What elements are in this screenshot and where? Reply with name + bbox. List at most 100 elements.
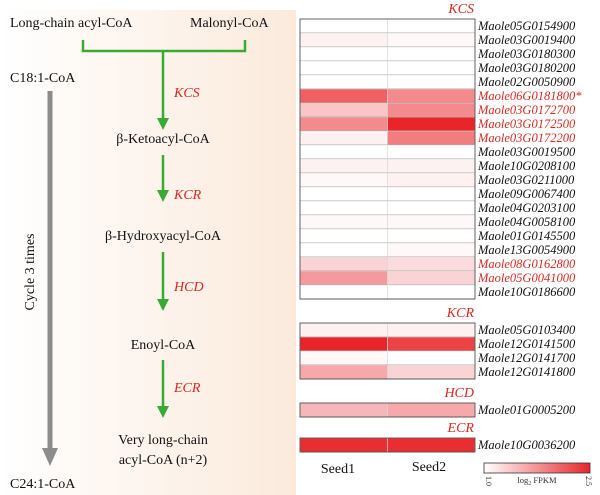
pathway: Long-chain acyl-CoA Malonyl-CoA KCS β-Ke… bbox=[10, 16, 269, 492]
heatmap-cell bbox=[387, 88, 476, 104]
heatmap-cell bbox=[299, 214, 388, 230]
gene-label: Maole04G0058100 bbox=[477, 215, 576, 229]
heatmap-cell bbox=[387, 46, 476, 62]
arrowhead-kcs bbox=[157, 118, 169, 130]
gene-label: Maole03G0019400 bbox=[477, 33, 576, 47]
heatmap-cell bbox=[387, 350, 476, 366]
colorbar-min-label: 1.0 bbox=[484, 476, 493, 486]
group-label-kcr: KCR bbox=[446, 306, 475, 321]
product-vlc-acyl-coa-line1: Very long-chain bbox=[118, 433, 208, 448]
gene-label: Maole03G0172500 bbox=[477, 117, 576, 131]
gene-label: Maole03G0172200 bbox=[477, 131, 576, 145]
group-border bbox=[299, 402, 476, 418]
end-c24-coa: C24:1-CoA bbox=[10, 477, 76, 492]
heatmap-cell bbox=[387, 32, 476, 48]
arrowhead-ecr bbox=[157, 406, 169, 418]
heatmap-cell bbox=[299, 256, 388, 272]
gene-label: Maole03G0172700 bbox=[477, 103, 576, 117]
heatmap-cell bbox=[299, 102, 388, 118]
heatmap-cell bbox=[387, 402, 476, 418]
gene-label: Maole05G0041000 bbox=[477, 271, 576, 285]
heatmap-cell bbox=[387, 256, 476, 272]
gene-label: Maole12G0141500 bbox=[477, 337, 576, 351]
gene-label: Maole04G0203100 bbox=[477, 201, 576, 215]
gene-label: Maole10G0186600 bbox=[477, 285, 576, 299]
heatmap-cell bbox=[299, 144, 388, 160]
heatmap-cell bbox=[299, 74, 388, 90]
group-label-ecr: ECR bbox=[447, 421, 475, 436]
heatmap-cell bbox=[299, 402, 388, 418]
heatmap-cell bbox=[387, 322, 476, 338]
enzyme-ecr: ECR bbox=[173, 381, 201, 396]
heatmap-cell bbox=[299, 172, 388, 188]
gene-label: Maole08G0162800 bbox=[477, 257, 576, 271]
heatmap-cell bbox=[387, 18, 476, 34]
heatmap-cell bbox=[299, 130, 388, 146]
heatmap-cell bbox=[299, 228, 388, 244]
heatmap-cell bbox=[387, 284, 476, 300]
gene-label: Maole06G0181800* bbox=[477, 89, 582, 103]
arrowhead-kcr bbox=[157, 190, 169, 202]
gene-label: Maole10G0208100 bbox=[477, 159, 576, 173]
heatmap-cell bbox=[299, 46, 388, 62]
heatmap-cell bbox=[299, 322, 388, 338]
heatmap-cell bbox=[387, 200, 476, 216]
heatmap-cell bbox=[299, 350, 388, 366]
heatmap-cell bbox=[387, 336, 476, 352]
heatmap-cell bbox=[299, 186, 388, 202]
gene-label: Maole05G0103400 bbox=[477, 323, 576, 337]
colorbar: 1.0 2.5 log2 FPKM bbox=[483, 462, 593, 487]
enzyme-hcd: HCD bbox=[173, 280, 204, 295]
heatmap-cell bbox=[299, 158, 388, 174]
product-hydroxyacyl-coa: β-Hydroxyacyl-CoA bbox=[105, 229, 222, 244]
substrate-malonyl-coa: Malonyl-CoA bbox=[190, 16, 269, 31]
gene-label: Maole03G0180200 bbox=[477, 61, 576, 75]
product-ketoacyl-coa: β-Ketoacyl-CoA bbox=[116, 132, 210, 147]
heatmap-cell bbox=[387, 102, 476, 118]
product-vlc-acyl-coa-line2: acyl-CoA (n+2) bbox=[119, 453, 208, 468]
gene-label: Maole05G0154900 bbox=[477, 19, 576, 33]
heatmap-cell bbox=[387, 270, 476, 286]
cycle-arrowhead bbox=[42, 448, 58, 466]
gene-label: Maole10G0036200 bbox=[477, 438, 576, 452]
enzyme-kcr: KCR bbox=[173, 188, 202, 203]
heatmap-cell bbox=[387, 437, 476, 453]
gene-label: Maole12G0141800 bbox=[477, 365, 576, 379]
gene-label: Maole01G0145500 bbox=[477, 229, 576, 243]
heatmap-cell bbox=[299, 336, 388, 352]
column-label-seed1: Seed1 bbox=[321, 462, 355, 477]
colorbar-gradient bbox=[483, 462, 591, 474]
heatmap-cell bbox=[299, 88, 388, 104]
group-label-kcs: KCS bbox=[447, 2, 474, 17]
gene-label: Maole13G0054900 bbox=[477, 243, 576, 257]
heatmap-cell bbox=[299, 18, 388, 34]
group-border bbox=[299, 18, 476, 300]
gene-label: Maole09G0067400 bbox=[477, 187, 576, 201]
colorbar-label: log2 FPKM bbox=[517, 475, 557, 487]
heatmap-cell bbox=[387, 228, 476, 244]
heatmap-cell bbox=[299, 116, 388, 132]
colorbar-max-label: 2.5 bbox=[584, 476, 593, 486]
heatmap-cell bbox=[387, 364, 476, 380]
column-label-seed2: Seed2 bbox=[412, 460, 446, 475]
heatmap-cell bbox=[387, 172, 476, 188]
gene-label: Maole03G0211000 bbox=[477, 173, 575, 187]
arrowhead-hcd bbox=[157, 299, 169, 311]
heatmap-cell bbox=[299, 200, 388, 216]
heatmap-cell bbox=[387, 74, 476, 90]
group-border bbox=[299, 322, 476, 380]
merge-bracket bbox=[81, 40, 247, 122]
group-border bbox=[299, 437, 476, 453]
heatmap-cell bbox=[387, 242, 476, 258]
start-c18-coa: C18:1-CoA bbox=[10, 71, 76, 86]
substrate-long-chain-acyl-coa: Long-chain acyl-CoA bbox=[10, 16, 133, 31]
heatmap-cell bbox=[387, 116, 476, 132]
group-label-hcd: HCD bbox=[443, 386, 474, 401]
gene-label: Maole03G0019500 bbox=[477, 145, 576, 159]
product-enoyl-coa: Enoyl-CoA bbox=[131, 338, 196, 353]
gene-label: Maole02G0050900 bbox=[477, 75, 576, 89]
gene-label: Maole12G0141700 bbox=[477, 351, 576, 365]
cycle-label: Cycle 3 times bbox=[23, 234, 38, 311]
enzyme-kcs: KCS bbox=[173, 86, 200, 101]
